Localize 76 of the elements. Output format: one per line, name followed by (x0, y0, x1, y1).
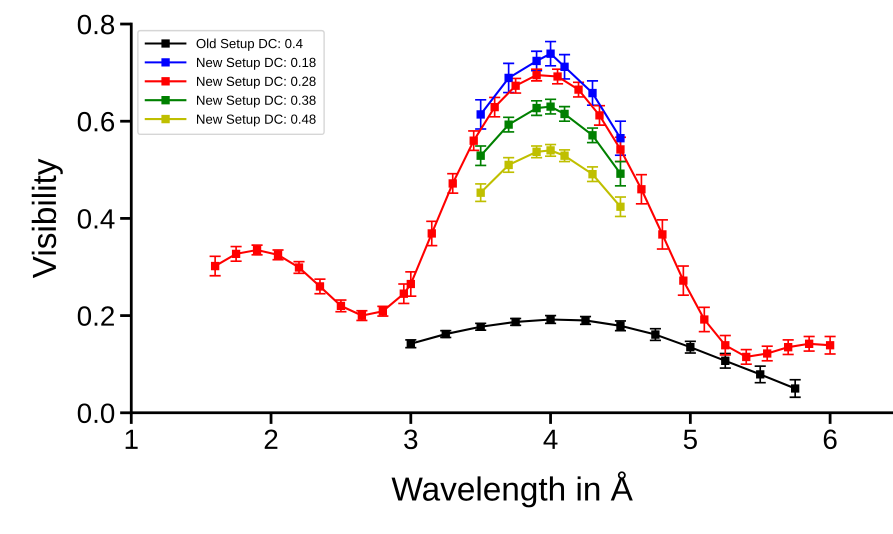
point (400, 290, 408, 298)
point (560, 152, 569, 160)
point (637, 185, 646, 194)
point (679, 276, 688, 285)
point (588, 170, 597, 178)
point (574, 85, 583, 94)
x-tick-label: 2 (264, 429, 278, 449)
point (476, 152, 485, 160)
y-tick-label: 0.0 (78, 403, 114, 424)
point (504, 120, 513, 129)
point (316, 282, 324, 291)
x-tick-label: 4 (543, 430, 558, 449)
point (532, 104, 541, 112)
point (826, 341, 834, 350)
point (210, 262, 220, 270)
point (470, 136, 478, 145)
point (546, 102, 555, 111)
point (511, 318, 520, 326)
point (790, 384, 800, 393)
point (763, 349, 772, 358)
legend-label: New Setup DC: 0.18 (197, 58, 316, 70)
point (560, 110, 569, 118)
point (658, 230, 667, 239)
point (406, 340, 415, 348)
point (532, 148, 541, 156)
point (532, 56, 541, 66)
point (616, 145, 625, 154)
point (686, 343, 695, 352)
point (442, 330, 450, 338)
point (553, 72, 562, 81)
x-tick-label: 6 (824, 429, 837, 450)
point (504, 160, 513, 170)
point (448, 179, 457, 188)
y-tick-label: 0.8 (78, 14, 114, 34)
point (476, 188, 485, 197)
y-tick-label: 0.6 (78, 112, 114, 132)
legend-label: New Setup DC: 0.28 (197, 76, 316, 89)
legend-label: Old Setup DC: 0.4 (196, 38, 303, 51)
point (504, 74, 513, 82)
point (721, 356, 730, 365)
x-tick-label: 3 (404, 429, 418, 450)
point (616, 202, 625, 211)
point (294, 263, 304, 272)
point (588, 131, 597, 140)
point (804, 340, 814, 348)
point (406, 280, 415, 288)
point (546, 146, 555, 155)
point (756, 370, 764, 379)
point (476, 110, 485, 119)
point (358, 311, 366, 320)
point (616, 134, 625, 142)
point (546, 50, 555, 58)
legend-label: New Setup DC: 0.38 (197, 96, 316, 108)
point (784, 343, 792, 352)
point (616, 170, 625, 178)
point (511, 82, 520, 90)
point (336, 302, 346, 310)
point (742, 352, 750, 362)
point (651, 330, 660, 339)
x-tick-label: 5 (684, 430, 697, 450)
x-axis-title: Wavelength in Å (392, 471, 633, 508)
legend-label: New Setup DC: 0.48 (197, 114, 316, 126)
x-tick-label: 1 (126, 430, 138, 449)
point (378, 307, 388, 316)
point (428, 229, 436, 238)
y-tick-label: 0.2 (78, 306, 114, 326)
point (588, 88, 597, 98)
point (490, 102, 499, 112)
y-axis-title: Visibility (32, 158, 63, 278)
point (232, 250, 240, 258)
point (721, 341, 730, 350)
y-tick-label: 0.4 (78, 209, 114, 229)
point (700, 315, 708, 324)
point (560, 62, 569, 71)
point (595, 111, 604, 120)
point (532, 70, 541, 80)
